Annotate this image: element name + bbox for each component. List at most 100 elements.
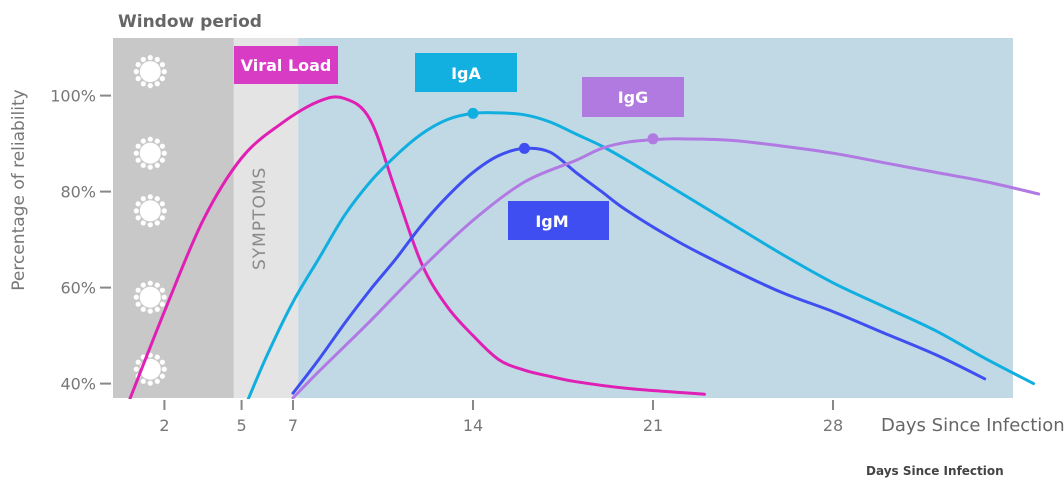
- virus-icon-spike: [135, 287, 141, 293]
- virus-icon-spike: [133, 150, 139, 156]
- virus-icon-spike: [133, 69, 139, 75]
- virus-icon-spike: [161, 69, 167, 75]
- igm-badge-label: IgM: [535, 212, 568, 231]
- series-line-igm: [291, 146, 987, 395]
- virus-icon-spike: [140, 162, 146, 168]
- virus-icon-spike: [154, 378, 160, 384]
- virus-icon-spike: [140, 56, 146, 63]
- virus-icon-spike: [154, 138, 160, 144]
- virus-icon-spike: [154, 220, 160, 226]
- series-marker-igg: [647, 133, 659, 145]
- y-tick-label: 40%: [60, 375, 96, 394]
- virus-icon-body: [139, 61, 161, 83]
- virus-icon-spike: [147, 83, 153, 89]
- virus-icon: [133, 194, 167, 228]
- virus-icon-spike: [135, 215, 141, 221]
- x-tick-label: 5: [236, 416, 246, 435]
- virus-icon-spike: [133, 208, 139, 214]
- x-tick-label: 28: [823, 416, 843, 435]
- virus-icon-spike: [133, 294, 139, 300]
- virus-icon-spike: [147, 280, 153, 286]
- x-axis-label: Days Since Infection: [881, 415, 1064, 436]
- series-lines: [128, 95, 1041, 399]
- virus-icon-spike: [135, 359, 141, 365]
- virus-icon-body: [139, 200, 161, 222]
- virus-icon-spike: [135, 76, 141, 82]
- virus-icon-spike: [140, 81, 146, 87]
- virus-icon-spike: [154, 162, 160, 168]
- y-axis-label: Percentage of reliability: [9, 89, 29, 290]
- y-tick-label: 100%: [50, 87, 96, 106]
- virus-icon-spike: [159, 157, 166, 163]
- virus-icon-spike: [135, 157, 141, 163]
- virus-icon: [133, 136, 167, 170]
- virus-icon-spike: [161, 150, 167, 156]
- x-tick-label: 2: [159, 416, 169, 435]
- virus-icon-body: [139, 286, 161, 308]
- y-tick-label: 60%: [60, 279, 96, 298]
- virus-icon-spike: [161, 294, 167, 300]
- x-tick-label: 21: [643, 416, 663, 435]
- symptoms-label: SYMPTOMS: [250, 167, 270, 270]
- virus-icon-spike: [140, 220, 146, 226]
- virus-icon-spike: [135, 201, 141, 207]
- virus-icon-spike: [154, 56, 160, 63]
- igm-badge: IgM: [508, 201, 609, 240]
- series-marker-iga: [467, 107, 479, 119]
- virus-icon-spike: [159, 287, 166, 293]
- virus-icon-spike: [159, 359, 166, 365]
- viral-load-badge-label: Viral Load: [241, 56, 332, 75]
- virus-icon-spike: [159, 373, 166, 379]
- x-axis-ticks: 2 5 7 14 21 28: [159, 400, 843, 435]
- virus-icon-spike: [147, 194, 153, 200]
- virus-icon-spike: [147, 308, 153, 314]
- virus-icon-spike: [154, 196, 160, 202]
- virus-icon-spike: [159, 76, 166, 82]
- virus-icon: [133, 280, 167, 314]
- window-period-virus-icons: [133, 55, 167, 386]
- iga-badge-bg: [415, 53, 517, 92]
- igm-badge-bg: [508, 201, 609, 240]
- footnote-label: Days Since Infection: [866, 464, 1004, 478]
- window-period-label: Window period: [118, 12, 262, 32]
- virus-icon-spike: [154, 282, 160, 288]
- virus-icon-spike: [147, 136, 153, 142]
- virus-icon-spike: [147, 380, 153, 386]
- virus-icon-spike: [147, 164, 153, 170]
- iga-badge: IgA: [415, 53, 517, 92]
- virus-icon-body: [139, 142, 161, 164]
- virus-icon-spike: [140, 282, 146, 288]
- virus-icon-spike: [159, 215, 166, 221]
- igg-badge-label: IgG: [618, 88, 649, 107]
- series-line-igg: [291, 137, 1041, 399]
- virus-icon-spike: [140, 138, 146, 144]
- virus-icon-spike: [133, 366, 139, 372]
- igg-badge-bg: [582, 77, 684, 117]
- virus-icon-spike: [161, 208, 167, 214]
- x-tick-label: 14: [463, 416, 483, 435]
- virus-icon-spike: [154, 81, 160, 87]
- series-marker-igm: [518, 142, 530, 154]
- virus-icon-spike: [159, 143, 166, 149]
- viral-load-badge: Viral Load: [234, 46, 338, 84]
- virus-icon-spike: [135, 143, 141, 149]
- virus-icon-spike: [140, 196, 146, 202]
- virus-icon-spike: [147, 55, 153, 61]
- virus-icon-spike: [135, 62, 141, 68]
- series-line-iga: [246, 111, 1036, 399]
- virus-icon-spike: [135, 301, 141, 307]
- virus-icon-spike: [154, 354, 160, 360]
- virus-icon-spike: [159, 201, 166, 207]
- igg-badge: IgG: [582, 77, 684, 117]
- series-markers: [467, 107, 659, 154]
- iga-badge-label: IgA: [451, 64, 481, 83]
- viral-load-badge-bg: [234, 46, 338, 84]
- virus-icon-spike: [154, 306, 160, 312]
- virus-icon-spike: [159, 301, 166, 307]
- virus-icon-spike: [147, 222, 153, 228]
- y-axis-ticks: 40% 60% 80% 100%: [50, 87, 111, 394]
- region-0: [113, 38, 234, 398]
- virus-icon-spike: [161, 366, 167, 372]
- virus-icon: [133, 55, 167, 89]
